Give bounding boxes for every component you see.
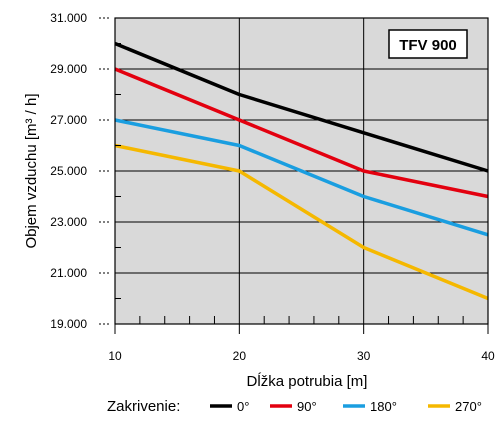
series-line-270deg (114, 143, 489, 301)
plot-frame (114, 17, 489, 325)
x-axis-ticks: 10 20 30 40 (108, 316, 495, 363)
series-line-0deg (114, 41, 489, 173)
x-tick-label: 30 (357, 349, 371, 363)
y-tick-label: 23.000 (50, 215, 87, 229)
y-tick-label: 29.000 (50, 62, 87, 76)
y-tick-label: 27.000 (50, 113, 87, 127)
legend: Zakrivenie: 0° 90° 180° 270° (107, 398, 482, 415)
x-axis-title: Dĺžka potrubia [m] (247, 372, 368, 390)
model-badge-box (388, 29, 468, 59)
y-tick-label: 31.000 (50, 11, 87, 25)
legend-title: Zakrivenie: (107, 398, 180, 415)
x-tick-label: 20 (233, 349, 247, 363)
y-tick-label: 19.000 (50, 317, 87, 331)
series-lines (114, 41, 489, 301)
model-badge-label: TFV 900 (399, 37, 457, 54)
y-axis-title: Objem vzduchu [m³ / h] (23, 93, 40, 248)
series-line-90deg (114, 67, 489, 199)
x-tick-label: 10 (108, 349, 122, 363)
legend-label: 180° (370, 399, 397, 414)
y-tick-label: 25.000 (50, 164, 87, 178)
series-line-180deg (114, 118, 489, 237)
y-tick-label: 21.000 (50, 266, 87, 280)
model-badge: TFV 900 (388, 29, 468, 59)
legend-label: 90° (297, 399, 317, 414)
legend-label: 0° (237, 399, 249, 414)
x-tick-label: 40 (481, 349, 495, 363)
legend-label: 270° (455, 399, 482, 414)
y-axis-ticks: 19.000 21.000 23.000 25.000 27.000 29.000 31.0… (50, 11, 121, 331)
